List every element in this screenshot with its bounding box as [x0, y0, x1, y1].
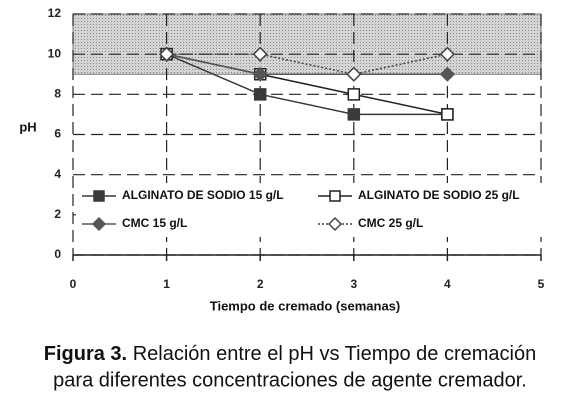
y-tick-label: 6 [54, 127, 61, 141]
diamond-marker [252, 46, 268, 62]
x-tick-label: 5 [538, 277, 545, 291]
legend-label: ALGINATO DE SODIO 15 g/L [122, 188, 284, 202]
y-axis-label: pH [19, 119, 36, 134]
square-marker [347, 88, 361, 101]
square-marker [329, 190, 341, 202]
legend-label: ALGINATO DE SODIO 25 g/L [358, 188, 520, 202]
x-tick-label: 1 [163, 277, 170, 291]
legend-label: CMC 25 g/L [358, 216, 423, 230]
series-line [166, 53, 448, 116]
series-line [166, 53, 448, 75]
y-tick-label: 0 [54, 247, 61, 261]
x-tick-label: 3 [350, 277, 357, 291]
square-marker [441, 108, 454, 121]
series-line [166, 53, 448, 76]
x-tick-label: 2 [257, 277, 264, 291]
diamond-marker [159, 46, 175, 62]
caption-label: Figura 3. [44, 343, 127, 365]
diamond-marker [439, 46, 455, 62]
caption: Figura 3. Relación entre el pH vs Tiempo… [44, 343, 536, 365]
y-tick-label: 4 [54, 167, 61, 181]
square-marker [347, 108, 361, 121]
shaded-band [72, 13, 542, 75]
x-tick-label: 4 [444, 277, 451, 291]
y-tick-label: 2 [54, 207, 61, 221]
x-axis-label: Tiempo de cremado (semanas) [210, 298, 401, 313]
legend-box [76, 183, 544, 237]
legend-label: CMC 15 g/L [122, 216, 187, 230]
diamond-marker [327, 216, 343, 232]
y-tick-label: 12 [48, 6, 62, 20]
diamond-marker [346, 66, 362, 82]
diamond-marker [91, 216, 107, 232]
square-marker [253, 88, 267, 101]
x-tick-label: 0 [70, 277, 77, 291]
caption-text: para diferentes concentraciones de agent… [53, 369, 527, 391]
y-tick-label: 10 [48, 46, 62, 60]
square-marker [93, 190, 105, 202]
y-tick-label: 8 [54, 87, 61, 101]
diamond-marker [439, 66, 455, 82]
diamond-marker [252, 66, 268, 82]
caption-text: Relación entre el pH vs Tiempo de cremac… [133, 343, 537, 365]
